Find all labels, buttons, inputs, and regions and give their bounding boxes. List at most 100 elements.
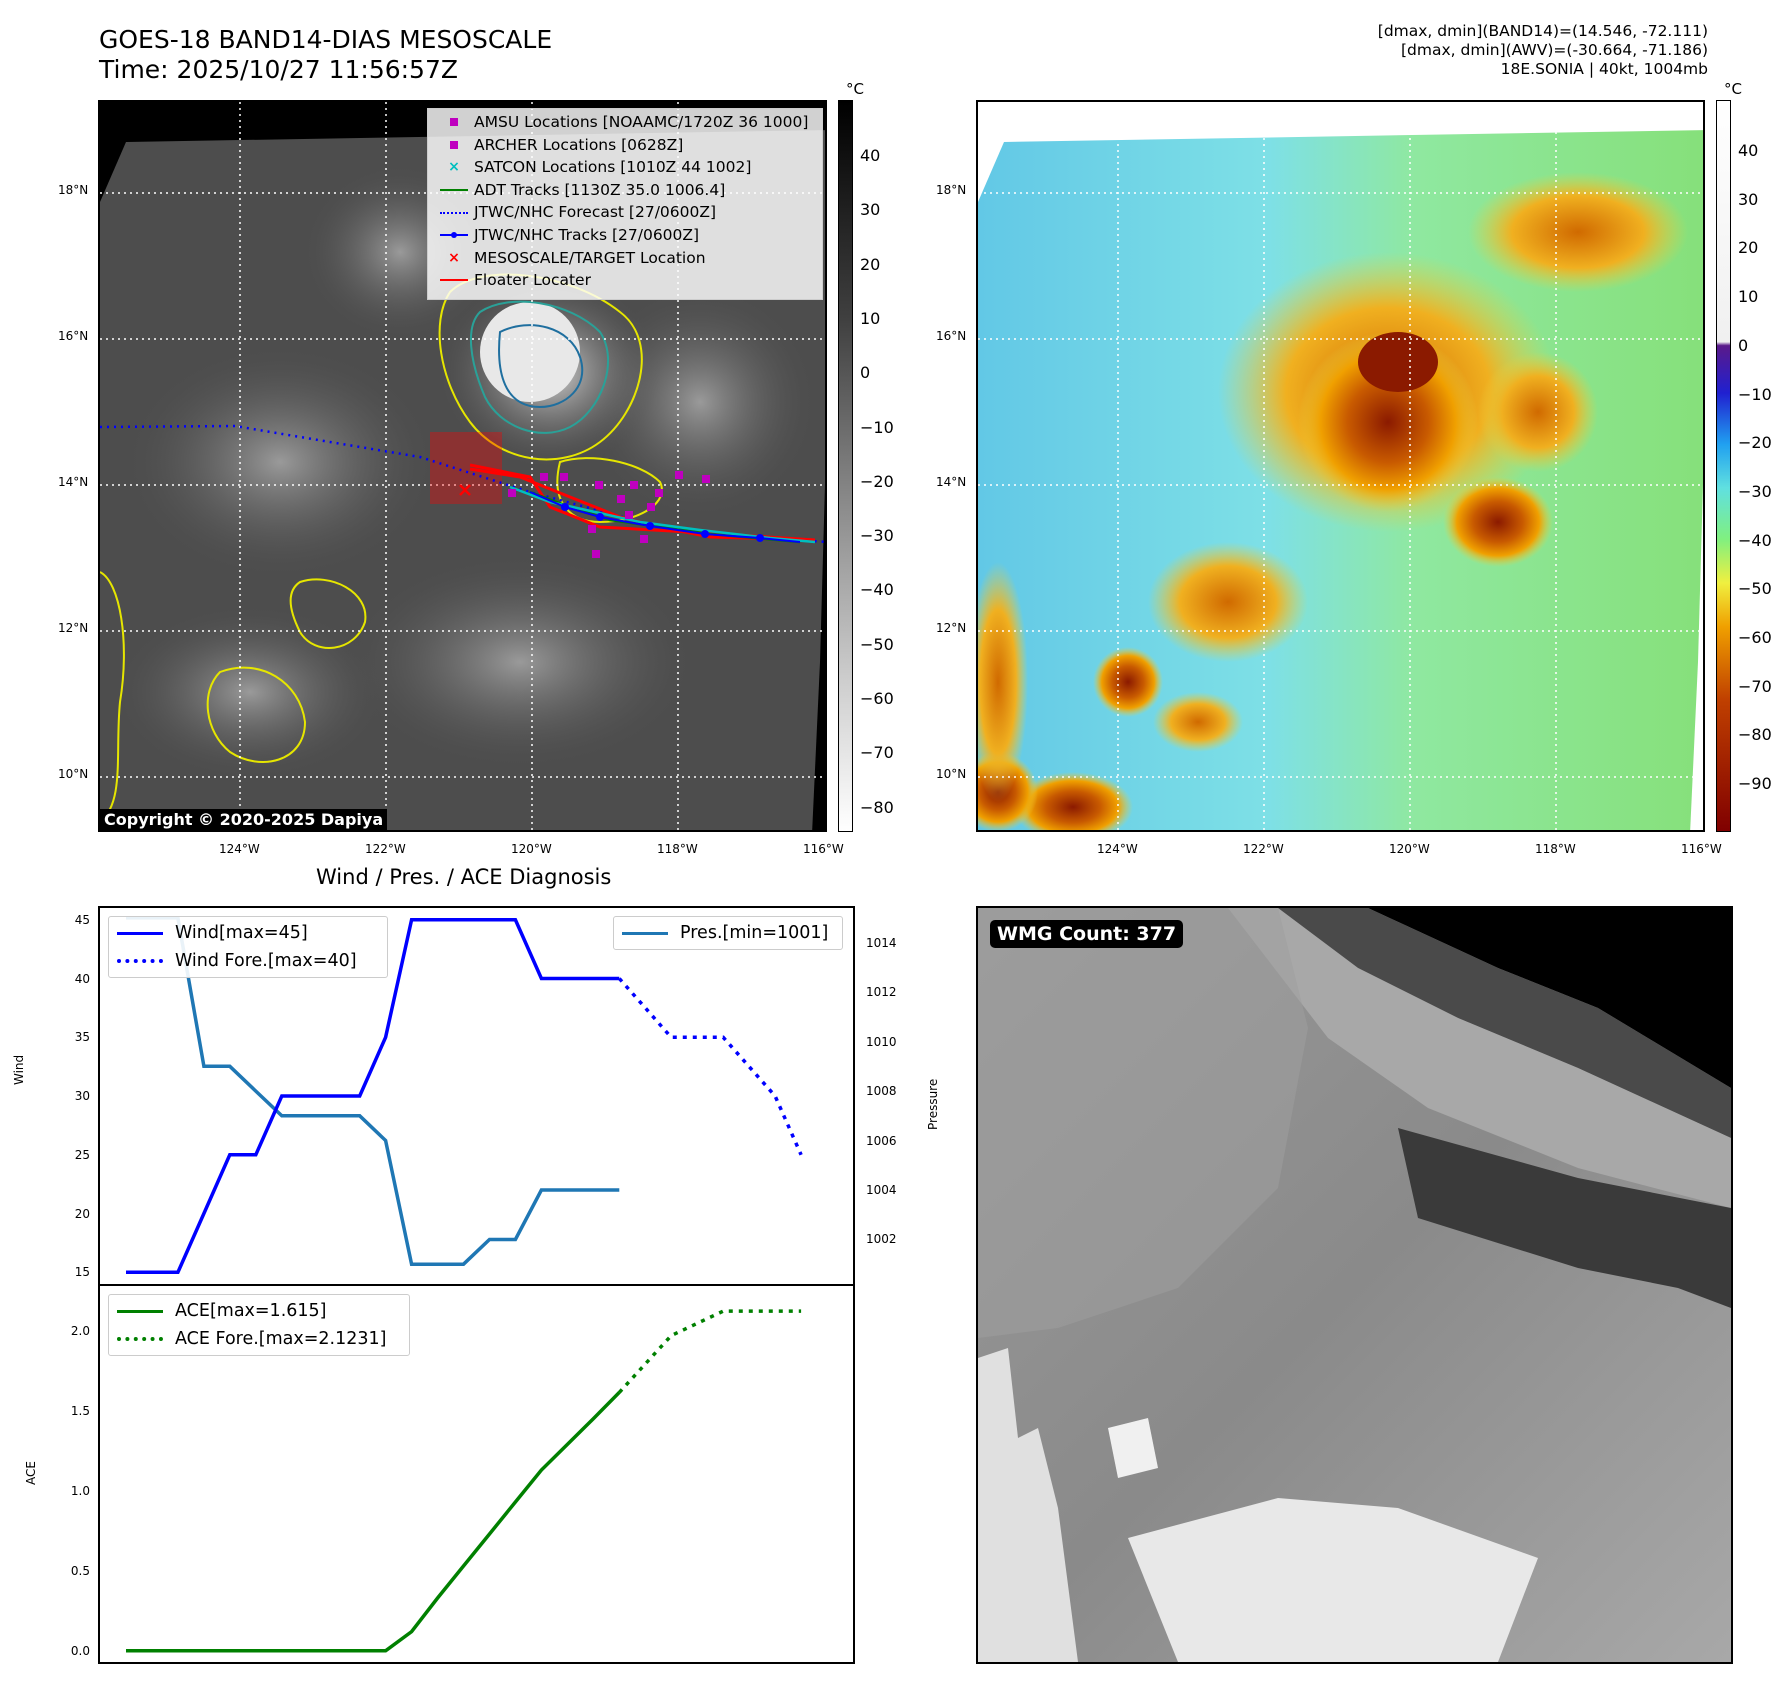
lat-label: 18°N — [936, 183, 967, 197]
axis-tick-label: 15 — [74, 1265, 90, 1280]
dotted-line-icon — [117, 1337, 163, 1341]
colorbar-tick-label: 30 — [860, 200, 881, 220]
legend-item: Wind Fore.[max=40] — [117, 947, 379, 975]
legend-label: SATCON Locations [1010Z 44 1002] — [474, 158, 752, 177]
info-storm: 18E.SONIA | 40kt, 1004mb — [1500, 60, 1708, 78]
lat-label: 10°N — [936, 767, 967, 781]
wind-pres-panel: Wind[max=45] Wind Fore.[max=40] Pres.[mi… — [98, 906, 855, 1286]
axis-tick-label: 1008 — [866, 1084, 897, 1099]
pressure-axis-label: Pressure — [926, 1078, 940, 1130]
lat-label: 14°N — [936, 475, 967, 489]
lon-label: 116°W — [1681, 842, 1722, 856]
ace-forecast-series-line — [618, 1309, 802, 1394]
lat-label: 10°N — [58, 767, 89, 781]
colorbar-tick-label: 30 — [1738, 189, 1759, 209]
wind-legend: Wind[max=45] Wind Fore.[max=40] — [108, 916, 388, 978]
axis-tick-label: 30 — [74, 1089, 90, 1103]
ir-map-panel: AMSU Locations [NOAAMC/1720Z 36 1000] AR… — [98, 100, 827, 832]
wmg-panel: WMG Count: 377 — [976, 906, 1733, 1664]
colorbar-tick-label: 0 — [860, 363, 871, 383]
chart-title: GOES-18 BAND14-DIAS MESOSCALE — [99, 25, 553, 54]
legend-label: Wind[max=45] — [175, 923, 308, 943]
colorbar-tick-label: −10 — [1738, 384, 1772, 404]
colorbar-unit: °C — [846, 80, 864, 98]
legend-label: Floater Locater — [474, 271, 591, 290]
axis-tick-label: 1012 — [866, 985, 897, 1000]
colorbar-tick-label: −80 — [1738, 725, 1772, 745]
colorbar-tick-label: −70 — [860, 743, 894, 763]
ace-axis-label: ACE — [24, 1461, 38, 1485]
copyright-label: Copyright © 2020-2025 Dapiya — [100, 809, 388, 830]
axis-tick-label: 0.0 — [70, 1643, 90, 1658]
colorbar-tick-label: 40 — [1738, 141, 1759, 160]
colorbar-tick-label: −80 — [860, 797, 894, 817]
colorbar-tick-label: 10 — [860, 308, 881, 328]
axis-tick-label: 1006 — [866, 1133, 897, 1148]
axis-tick-label: 0.5 — [70, 1563, 90, 1578]
legend-label: ACE[max=1.615] — [175, 1301, 327, 1321]
axis-tick-label: 1.5 — [70, 1403, 90, 1418]
colorbar-tick-label: −30 — [1738, 481, 1772, 501]
legend-label: ACE Fore.[max=2.1231] — [175, 1329, 387, 1349]
legend-item: ACE[max=1.615] — [117, 1297, 401, 1325]
lat-label: 12°N — [936, 621, 967, 635]
legend-item: ARCHER Locations [0628Z] — [434, 134, 814, 157]
x-marker-icon: × — [448, 249, 460, 266]
axis-tick-label: 1014 — [866, 935, 897, 950]
legend-label: AMSU Locations [NOAAMC/1720Z 36 1000] — [474, 113, 809, 131]
colorbar-tick-label: 20 — [1738, 238, 1759, 258]
info-block: [dmax, dmin](BAND14)=(14.546, -72.111) [… — [1378, 22, 1708, 79]
wmg-image — [978, 908, 1731, 1662]
axis-tick-label: 40 — [74, 971, 90, 986]
legend-label: JTWC/NHC Forecast [27/0600Z] — [474, 203, 717, 222]
square-marker-icon — [434, 118, 474, 127]
wind-axis-label: Wind — [12, 1054, 26, 1085]
lon-label: 118°W — [657, 842, 698, 856]
axis-tick-label: 1002 — [866, 1232, 897, 1247]
colorbar-tick-label: 40 — [860, 146, 881, 165]
lon-label: 120°W — [511, 842, 552, 856]
line-dot-icon — [434, 232, 474, 239]
legend-item: Floater Locater — [434, 269, 814, 292]
colorbar-left — [838, 100, 853, 832]
line-icon — [622, 931, 668, 935]
legend-item: Wind[max=45] — [117, 919, 379, 947]
line-icon — [434, 279, 474, 282]
axis-tick-label: 45 — [74, 912, 90, 927]
lat-label: 12°N — [58, 621, 89, 635]
axis-tick-label: 20 — [74, 1206, 90, 1221]
legend-item: Pres.[min=1001] — [622, 919, 834, 947]
colorbar-tick-label: 20 — [860, 254, 881, 274]
dotted-line-icon — [117, 959, 163, 963]
colorbar-tick-label: −60 — [1738, 628, 1772, 647]
colorbar-tick-label: −50 — [860, 634, 894, 654]
square-marker-icon — [434, 140, 474, 149]
ir-map-image — [100, 102, 825, 830]
pres-legend: Pres.[min=1001] — [613, 916, 843, 950]
colorbar-tick-label: −40 — [860, 580, 894, 600]
lat-label: 14°N — [58, 475, 89, 489]
colorbar-tick-label: −30 — [860, 526, 894, 546]
wv-map-image — [978, 102, 1703, 830]
lon-label: 124°W — [219, 842, 260, 856]
ace-legend: ACE[max=1.615] ACE Fore.[max=2.1231] — [108, 1294, 410, 1356]
wind-forecast-series-line — [617, 977, 803, 1156]
axis-tick-label: 1010 — [866, 1034, 897, 1049]
colorbar-tick-label: 0 — [1738, 335, 1749, 355]
colorbar-unit: °C — [1724, 80, 1742, 98]
wind-pres-plot — [126, 916, 803, 1275]
line-icon — [434, 189, 474, 192]
lat-label: 16°N — [936, 329, 967, 343]
info-awv: [dmax, dmin](AWV)=(-30.664, -71.186) — [1401, 41, 1708, 59]
ace-plot — [126, 1309, 802, 1653]
legend-item: JTWC/NHC Tracks [27/0600Z] — [434, 224, 814, 247]
legend-item: AMSU Locations [NOAAMC/1720Z 36 1000] — [434, 111, 814, 134]
pressure-series-line — [126, 916, 620, 1266]
axis-tick-label: 2.0 — [70, 1323, 90, 1338]
lon-label: 116°W — [803, 842, 844, 856]
colorbar-right — [1716, 100, 1731, 832]
x-marker-icon: × — [448, 159, 460, 176]
colorbar-tick-label: −20 — [860, 471, 894, 491]
lon-label: 120°W — [1389, 842, 1430, 856]
lat-label: 18°N — [58, 183, 89, 197]
